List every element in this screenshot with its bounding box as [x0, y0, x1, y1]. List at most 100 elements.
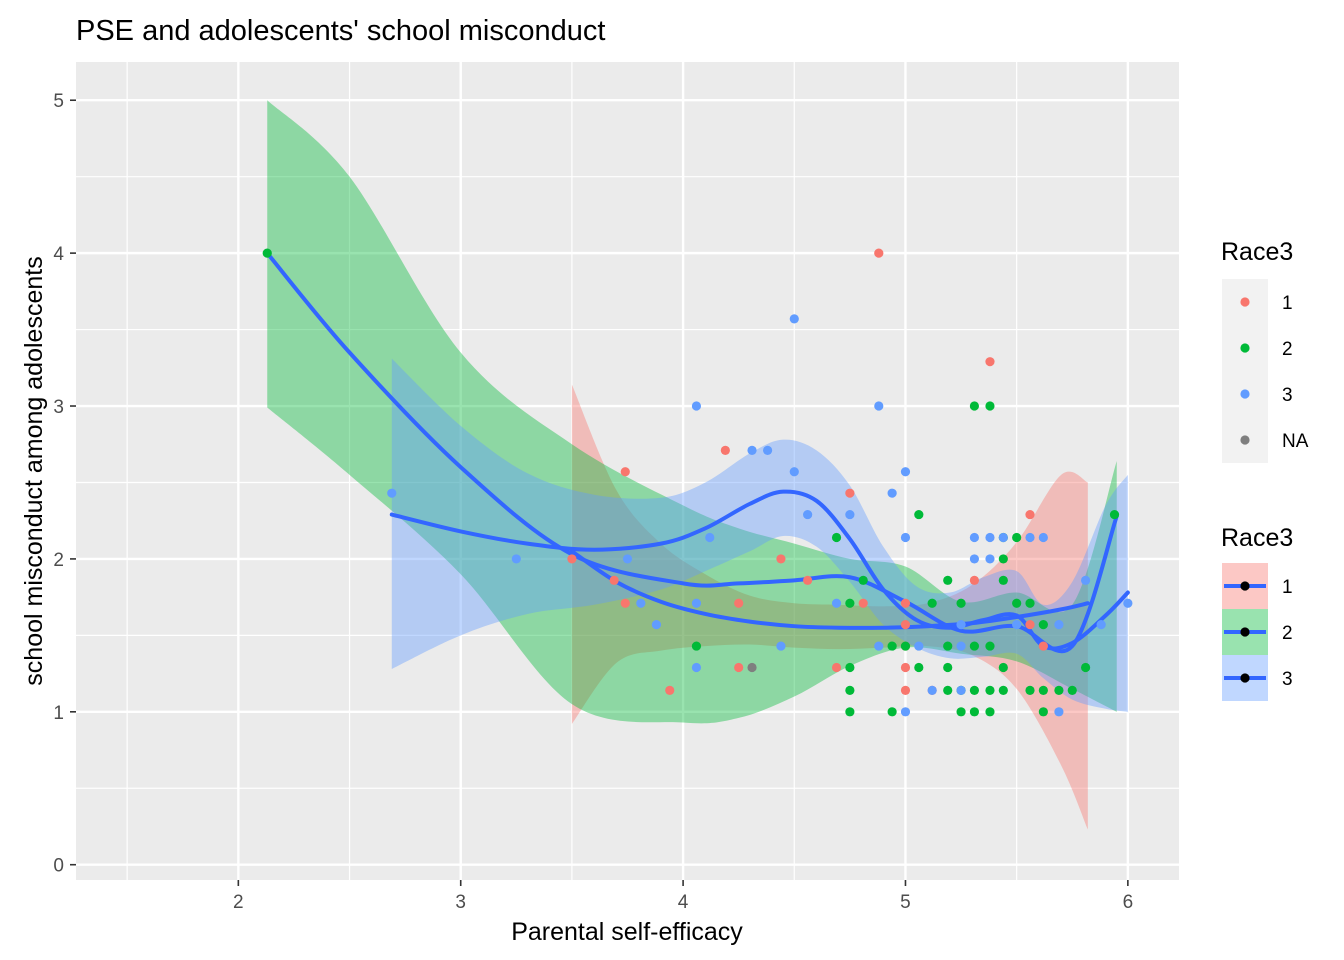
point-race-3	[1081, 575, 1091, 585]
legend-point-key	[1240, 435, 1250, 445]
x-tick-label: 4	[678, 892, 689, 913]
point-race-3	[1054, 707, 1064, 717]
point-race-2	[943, 575, 953, 585]
point-race-1	[858, 598, 868, 608]
legend-point-key	[1240, 297, 1250, 307]
point-race-3	[985, 532, 995, 543]
point-race-2	[985, 707, 995, 717]
point-race-2	[985, 685, 995, 696]
point-race-3	[387, 488, 397, 498]
point-race-1	[665, 685, 675, 696]
point-race-1	[900, 662, 911, 673]
x-tick-label: 5	[900, 892, 911, 913]
point-race-3	[789, 467, 799, 477]
legend-smooth-key-point	[1240, 581, 1250, 591]
legend-point-key	[1240, 389, 1250, 399]
point-race-3	[956, 641, 966, 651]
point-race-3	[831, 598, 842, 608]
point-race-1	[969, 575, 980, 585]
point-race-3	[691, 401, 702, 411]
point-race-2	[1067, 685, 1077, 696]
point-race-3	[874, 401, 884, 411]
point-race-3	[969, 554, 980, 564]
point-race-1	[1025, 509, 1035, 520]
point-race-3	[1054, 620, 1064, 630]
point-race-2	[943, 641, 953, 651]
point-race-1	[776, 554, 786, 564]
point-race-2	[969, 685, 980, 696]
point-race-3	[691, 662, 702, 673]
point-race-3	[900, 467, 911, 477]
point-race-2	[845, 662, 855, 673]
point-race-3	[789, 314, 799, 324]
point-race-2	[914, 662, 924, 673]
point-race-3	[887, 488, 897, 498]
y-tick-label: 3	[53, 397, 64, 418]
point-race-3	[998, 532, 1008, 543]
point-race-2	[845, 707, 855, 717]
point-race-2	[1109, 509, 1120, 520]
point-race-2	[1012, 598, 1022, 608]
y-tick-label: 4	[53, 244, 64, 265]
point-race-1	[1025, 620, 1035, 630]
point-race-3	[691, 598, 702, 608]
point-race-1	[720, 445, 730, 455]
point-race-NA	[747, 662, 757, 673]
point-race-2	[1038, 707, 1048, 717]
point-race-2	[845, 598, 855, 608]
point-race-1	[985, 357, 995, 367]
point-race-1	[803, 575, 813, 585]
point-race-1	[1038, 641, 1048, 651]
point-race-3	[1038, 532, 1048, 543]
point-race-3	[705, 532, 715, 543]
point-race-2	[927, 598, 937, 608]
x-tick-label: 2	[233, 892, 244, 913]
y-tick-label: 2	[53, 550, 64, 571]
legend-smooth-key-point	[1240, 673, 1250, 683]
point-race-2	[969, 641, 980, 651]
legend-smooth-label: 2	[1282, 623, 1293, 644]
legend-smooth-label: 3	[1282, 669, 1293, 690]
point-race-2	[1038, 620, 1048, 630]
point-race-3	[927, 685, 937, 696]
y-tick-label: 0	[53, 856, 64, 877]
point-race-3	[747, 445, 757, 455]
y-tick-label: 5	[53, 91, 64, 112]
point-race-2	[831, 532, 842, 543]
point-race-2	[998, 662, 1008, 673]
point-race-2	[1081, 662, 1091, 673]
legend-point-key	[1240, 343, 1250, 353]
point-race-1	[734, 662, 744, 673]
point-race-1	[831, 662, 842, 673]
point-race-3	[1123, 598, 1133, 608]
point-race-3	[1012, 620, 1022, 630]
legend-smooth: Race3 1 2 3	[1221, 524, 1293, 701]
point-race-3	[803, 509, 813, 520]
y-axis-title: school misconduct among adolescents	[20, 256, 48, 685]
x-axis-title: Parental self-efficacy	[511, 918, 743, 946]
point-race-2	[887, 707, 897, 717]
point-race-3	[845, 509, 855, 520]
point-race-2	[1012, 532, 1022, 543]
point-race-2	[691, 641, 702, 651]
point-race-1	[620, 467, 630, 477]
point-race-1	[900, 620, 911, 630]
point-race-3	[511, 554, 521, 564]
legend-points: Race3 1 2 3 NA	[1221, 238, 1309, 463]
point-race-2	[998, 575, 1008, 585]
point-race-2	[1038, 685, 1048, 696]
point-race-2	[943, 685, 953, 696]
legend-point-label: 3	[1282, 385, 1293, 406]
point-race-3	[969, 532, 980, 543]
point-race-1	[734, 598, 744, 608]
point-race-2	[998, 554, 1008, 564]
point-race-2	[900, 641, 911, 651]
point-race-1	[900, 598, 911, 608]
point-race-3	[762, 445, 773, 455]
point-race-2	[845, 685, 855, 696]
point-race-3	[636, 598, 646, 608]
point-race-2	[1054, 685, 1064, 696]
point-race-1	[567, 554, 577, 564]
point-race-1	[845, 488, 855, 498]
point-race-3	[914, 641, 924, 651]
